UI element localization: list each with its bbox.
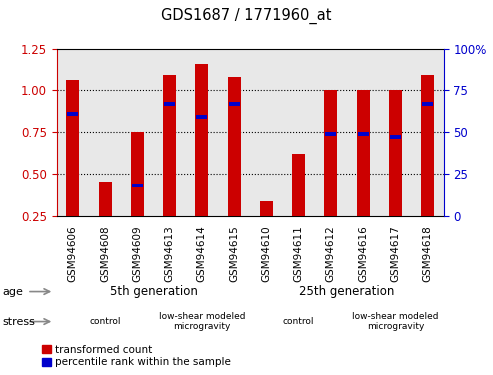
Bar (422, 102, 433, 106)
Text: GSM94615: GSM94615 (229, 225, 239, 282)
Text: GSM94616: GSM94616 (358, 225, 368, 282)
Text: GSM94608: GSM94608 (100, 225, 110, 282)
Bar (292, 154, 305, 216)
Text: GSM94611: GSM94611 (293, 225, 304, 282)
Text: GSM94613: GSM94613 (165, 225, 175, 282)
Bar (131, 132, 144, 216)
Text: age: age (2, 286, 23, 297)
Text: GSM94617: GSM94617 (390, 225, 400, 282)
Text: GSM94612: GSM94612 (326, 225, 336, 282)
Text: GSM94610: GSM94610 (261, 225, 271, 282)
Bar (260, 201, 273, 216)
Bar (68, 112, 78, 116)
Text: 5th generation: 5th generation (109, 285, 197, 298)
Bar (99, 182, 111, 216)
Bar (164, 102, 175, 106)
Bar (293, 220, 304, 224)
Bar (195, 64, 208, 216)
Bar (390, 135, 401, 139)
Text: low-shear modeled
microgravity: low-shear modeled microgravity (352, 312, 439, 331)
Bar (228, 77, 241, 216)
Bar (229, 102, 240, 106)
Bar (324, 90, 337, 216)
Text: control: control (283, 317, 315, 326)
Bar (163, 75, 176, 216)
Legend: transformed count, percentile rank within the sample: transformed count, percentile rank withi… (42, 345, 231, 367)
Bar (196, 116, 207, 119)
Bar (132, 184, 143, 188)
Text: GSM94606: GSM94606 (68, 225, 78, 282)
Bar (325, 132, 336, 136)
Bar (421, 75, 434, 216)
Text: GSM94614: GSM94614 (197, 225, 207, 282)
Text: stress: stress (2, 316, 35, 327)
Text: 25th generation: 25th generation (299, 285, 394, 298)
Text: GDS1687 / 1771960_at: GDS1687 / 1771960_at (161, 8, 332, 24)
Bar (389, 90, 402, 216)
Bar (357, 132, 369, 136)
Bar (67, 81, 79, 216)
Bar (261, 219, 272, 222)
Text: GSM94609: GSM94609 (132, 225, 142, 282)
Text: control: control (89, 317, 121, 326)
Bar (100, 236, 110, 239)
Text: GSM94618: GSM94618 (423, 225, 432, 282)
Text: low-shear modeled
microgravity: low-shear modeled microgravity (159, 312, 245, 331)
Bar (356, 90, 370, 216)
